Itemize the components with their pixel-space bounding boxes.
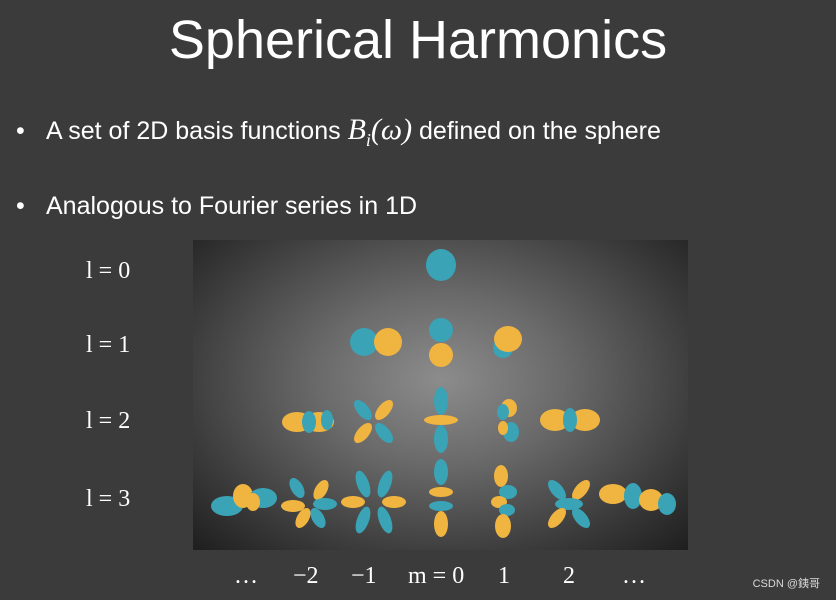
- harmonic-l2-m1: [497, 399, 519, 442]
- bullet-text-before: A set of 2D basis functions: [46, 117, 348, 145]
- harmonic-l1-m-1: [350, 328, 402, 356]
- math-argument: (ω): [370, 113, 413, 146]
- bullet-basis-functions: • A set of 2D basis functions Bi(ω) defin…: [16, 114, 661, 156]
- harmonic-l2-m-1: [354, 400, 393, 443]
- harmonic-l1-m0: [429, 318, 453, 367]
- harmonic-l2-m0: [424, 387, 458, 453]
- row-label-l3: l = 3: [86, 486, 131, 512]
- row-label-l1: l = 1: [86, 332, 131, 358]
- bullet-dot: •: [16, 192, 25, 220]
- harmonic-l0-m0: [426, 249, 456, 281]
- watermark: CSDN @銕哥: [752, 578, 820, 590]
- harmonic-l3-m-2: [281, 478, 337, 528]
- math-basis-function: Bi(ω): [347, 113, 413, 151]
- harmonic-l3-m2: [548, 480, 590, 528]
- column-label-m-minus1: −1: [351, 563, 377, 589]
- row-label-l2: l = 2: [86, 408, 131, 434]
- column-label-m1: 1: [498, 563, 510, 589]
- harmonic-l3-m1: [491, 465, 517, 538]
- spherical-harmonics-figure: [193, 240, 688, 550]
- column-label-m0: m = 0: [408, 563, 465, 589]
- column-label-m-minus2: −2: [293, 563, 319, 589]
- column-label-ellipsis-left: …: [234, 563, 258, 589]
- harmonic-l3-m-3: [211, 484, 277, 516]
- bullet-text-after: defined on the sphere: [412, 117, 661, 145]
- harmonic-l3-m-1: [341, 470, 406, 534]
- math-subscript: i: [365, 130, 371, 150]
- bullet-fourier: • Analogous to Fourier series in 1D: [16, 190, 417, 222]
- math-base: B: [347, 113, 366, 146]
- harmonic-l2-m2: [540, 408, 600, 432]
- harmonic-l3-m3: [599, 483, 676, 515]
- harmonic-l3-m0: [429, 459, 453, 537]
- row-label-l0: l = 0: [86, 258, 131, 284]
- column-label-m2: 2: [563, 563, 575, 589]
- column-label-ellipsis-right: …: [622, 563, 646, 589]
- harmonic-l2-m-2: [282, 410, 334, 433]
- harmonics-lobes-illustration: [211, 249, 676, 538]
- slide-title: Spherical Harmonics: [168, 10, 668, 70]
- bullet-dot: •: [16, 117, 25, 145]
- bullet-text: Analogous to Fourier series in 1D: [46, 192, 418, 220]
- harmonic-l1-m1: [493, 326, 522, 358]
